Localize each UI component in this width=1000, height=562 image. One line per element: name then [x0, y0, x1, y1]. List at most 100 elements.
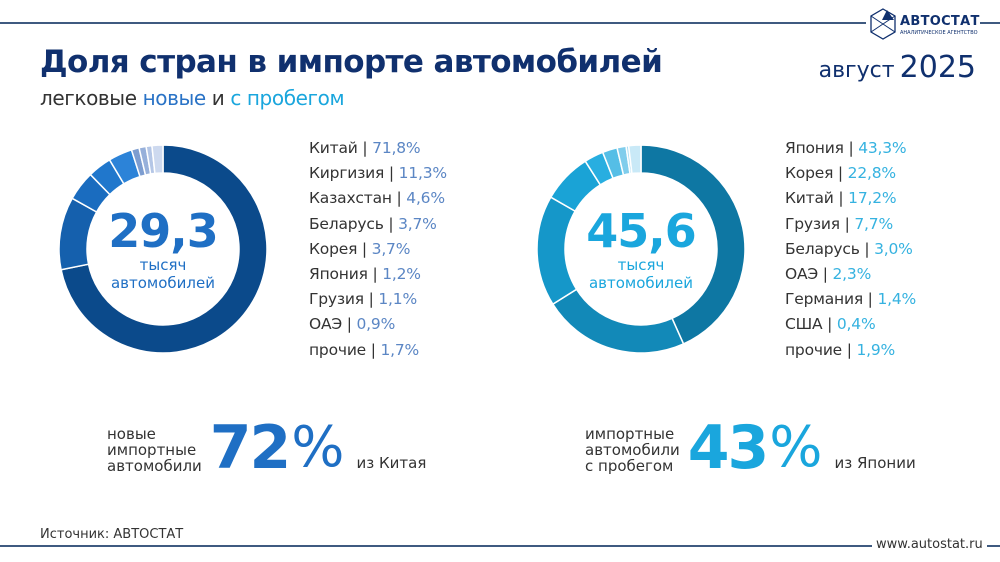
legend-value: 4,6% [406, 189, 445, 208]
subtitle-used: с пробегом [230, 86, 345, 110]
legend-label: прочие | [785, 340, 857, 359]
legend-item: Германия | 1,4% [785, 287, 916, 312]
page-subtitle: легковые новые и с пробегом [40, 86, 345, 110]
legend-value: 71,8% [372, 139, 421, 157]
used-cars-summary: импортные автомобили с пробегом 43 % из … [585, 413, 916, 483]
summary-from: из Китая [356, 454, 427, 472]
summary-description: импортные автомобили с пробегом [585, 426, 680, 478]
used-cars-center: 45,6 тысяч автомобилей [551, 206, 731, 292]
logo-subtext: АНАЛИТИЧЕСКОЕ АГЕНТСТВО [900, 30, 978, 36]
legend-value: 17,2% [848, 189, 897, 208]
donut-slice-1 [60, 144, 268, 354]
autostat-logo: АВТОСТАТ АНАЛИТИЧЕСКОЕ АГЕНТСТВО [866, 6, 980, 42]
legend-value: 11,3% [398, 164, 447, 183]
legend-value: 43,3% [858, 139, 907, 157]
summary-line: импортные [107, 441, 197, 459]
report-date: август 2025 [819, 50, 976, 85]
donut-slice-9 [151, 144, 164, 175]
legend-item: ОАЭ | 2,3% [785, 262, 916, 287]
legend-item: прочие | 1,7% [309, 338, 447, 363]
summary-value: 43 [687, 413, 769, 483]
donut-slice-9 [627, 144, 642, 175]
legend-value: 1,9% [856, 340, 896, 359]
new-cars-center: 29,3 тысяч автомобилей [73, 206, 253, 292]
legend-value: 7,7% [854, 214, 893, 233]
website-link[interactable]: www.autostat.ru [872, 537, 987, 552]
summary-line: автомобили [585, 441, 680, 459]
legend-item: Япония | 1,2% [309, 262, 447, 287]
summary-line: с пробегом [585, 457, 674, 475]
summary-percent-sign: % [291, 415, 345, 480]
legend-label: Киргизия | [309, 164, 399, 183]
legend-label: США | [785, 315, 837, 334]
summary-line: импортные [585, 425, 675, 443]
new-cars-legend: Китай | 71,8% Киргизия | 11,3% Казахстан |… [309, 136, 447, 363]
legend-label: Корея | [309, 239, 372, 258]
center-label: автомобилей [588, 274, 693, 292]
donut-slice-2 [551, 288, 685, 354]
legend-item: Беларусь | 3,0% [785, 237, 916, 262]
legend-item: Грузия | 1,1% [309, 287, 447, 312]
summary-percent-sign: % [769, 415, 823, 480]
legend-item: ОАЭ | 0,9% [309, 312, 447, 337]
legend-value: 3,7% [398, 214, 437, 233]
report-month: август [818, 58, 895, 83]
center-label: тысяч [617, 256, 665, 274]
subtitle-and: и [211, 86, 225, 110]
legend-label: Казахстан | [309, 189, 407, 208]
center-label: автомобилей [110, 274, 215, 292]
legend-item: Грузия | 7,7% [785, 212, 916, 237]
legend-value: 1,2% [382, 265, 421, 284]
legend-label: Япония | [785, 139, 859, 157]
legend-item: Киргизия | 11,3% [309, 161, 447, 186]
summary-description: новые импортные автомобили [107, 426, 202, 478]
legend-value: 0,9% [356, 315, 396, 334]
used-cars-donut [536, 144, 746, 354]
new-cars-donut [58, 144, 268, 354]
used-cars-total: 45,6 [586, 204, 697, 258]
page-title: Доля стран в импорте автомобилей [40, 44, 663, 80]
legend-item: Китай | 71,8% [309, 136, 447, 161]
legend-label: Германия | [785, 290, 878, 309]
subtitle-new: новые [142, 86, 207, 110]
legend-item: Беларусь | 3,7% [309, 212, 447, 237]
legend-item: США | 0,4% [785, 312, 916, 337]
legend-value: 1,7% [380, 340, 420, 359]
legend-value: 1,4% [877, 290, 917, 309]
subtitle-prefix: легковые [40, 86, 137, 110]
source-note: Источник: АВТОСТАТ [40, 527, 184, 542]
report-year: 2025 [899, 50, 976, 85]
legend-item: Казахстан | 4,6% [309, 186, 447, 211]
footer-rule [0, 545, 1000, 547]
logo-hexagon-icon [870, 8, 896, 40]
legend-label: Китай | [785, 189, 849, 208]
center-label: тысяч [139, 256, 187, 274]
summary-line: новые [107, 425, 156, 443]
legend-value: 3,0% [874, 239, 913, 258]
logo-text: АВТОСТАТ [900, 14, 980, 29]
legend-value: 2,3% [832, 265, 872, 284]
legend-item: Япония | 43,3% [785, 136, 916, 161]
legend-label: Беларусь | [785, 239, 875, 258]
legend-label: Япония | [309, 265, 383, 284]
legend-value: 22,8% [847, 164, 896, 183]
used-cars-legend: Япония | 43,3% Корея | 22,8% Китай | 17,2%… [785, 136, 916, 363]
legend-label: Китай | [309, 139, 373, 157]
new-cars-total: 29,3 [108, 204, 219, 258]
legend-label: прочие | [309, 340, 381, 359]
legend-label: Грузия | [309, 290, 379, 309]
legend-label: ОАЭ | [309, 315, 357, 334]
legend-label: Корея | [785, 164, 848, 183]
summary-from: из Японии [834, 454, 916, 472]
legend-value: 1,1% [378, 290, 417, 309]
legend-item: Корея | 3,7% [309, 237, 447, 262]
summary-line: автомобили [107, 457, 202, 475]
legend-item: Китай | 17,2% [785, 186, 916, 211]
legend-label: Беларусь | [309, 214, 399, 233]
legend-item: Корея | 22,8% [785, 161, 916, 186]
new-cars-summary: новые импортные автомобили 72 % из Китая [107, 413, 427, 483]
legend-label: Грузия | [785, 214, 855, 233]
legend-label: ОАЭ | [785, 265, 833, 284]
legend-item: прочие | 1,9% [785, 338, 916, 363]
summary-value: 72 [209, 413, 291, 483]
